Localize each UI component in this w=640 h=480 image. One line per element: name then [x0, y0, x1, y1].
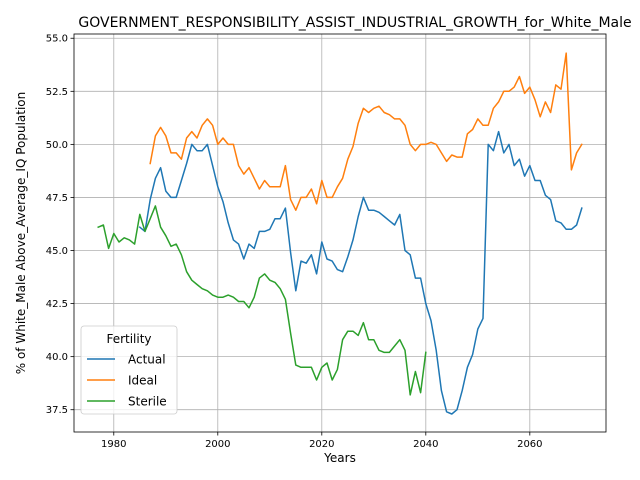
legend-label-ideal: Ideal — [128, 374, 157, 388]
series-line-sterile — [97, 205, 427, 396]
series-line-ideal — [149, 52, 583, 211]
legend-title: Fertility — [106, 332, 151, 346]
y-tick-label: 50.0 — [46, 140, 68, 151]
plot-area-frame — [73, 33, 607, 433]
y-tick-label: 55.0 — [46, 34, 68, 45]
y-tick-label: 40.0 — [46, 352, 68, 363]
x-axis-ticks: 1980 2000 2020 2040 2060 — [101, 432, 543, 450]
x-tick-label: 2000 — [205, 439, 230, 450]
y-tick-label: 37.5 — [46, 405, 68, 416]
y-tick-label: 52.5 — [46, 87, 68, 98]
chart-title: GOVERNMENT_RESPONSIBILITY_ASSIST_INDUSTR… — [78, 15, 631, 31]
legend-label-sterile: Sterile — [128, 395, 167, 409]
y-tick-label: 45.0 — [46, 246, 68, 257]
x-tick-label: 1980 — [101, 439, 126, 450]
x-tick-label: 2020 — [309, 439, 334, 450]
legend-label-actual: Actual — [128, 353, 166, 367]
x-tick-label: 2040 — [413, 439, 438, 450]
y-axis-ticks: 37.5 40.0 42.5 45.0 47.5 50.0 52.5 55.0 — [46, 34, 74, 416]
y-axis-label: % of White_Male Above_Average_IQ Populat… — [14, 92, 28, 375]
x-axis-label: Years — [323, 451, 356, 465]
legend-box — [80, 325, 178, 415]
y-tick-label: 42.5 — [46, 299, 68, 310]
y-tick-label: 47.5 — [46, 193, 68, 204]
series-lines — [97, 52, 583, 415]
series-line-actual — [138, 130, 583, 415]
x-tick-label: 2060 — [517, 439, 542, 450]
legend: Fertility Actual Ideal Sterile — [80, 325, 178, 415]
grid — [74, 34, 606, 432]
